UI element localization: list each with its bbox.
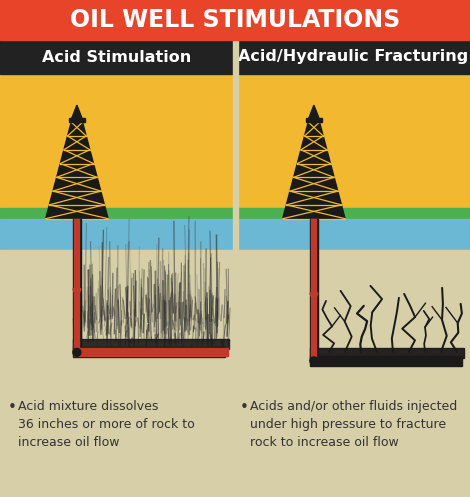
- Bar: [237, 219, 470, 250]
- Bar: [233, 40, 238, 392]
- Bar: [0, 208, 233, 219]
- Bar: [74, 348, 227, 356]
- Bar: [310, 356, 462, 366]
- Bar: [73, 339, 229, 349]
- Bar: [237, 208, 470, 219]
- Bar: [0, 0, 470, 40]
- Bar: [310, 219, 318, 361]
- Bar: [237, 250, 470, 392]
- Text: •: •: [8, 400, 17, 415]
- Text: Acids and/or other fluids injected
under high pressure to fracture
rock to incre: Acids and/or other fluids injected under…: [250, 400, 457, 449]
- Bar: [0, 40, 233, 74]
- Text: Acid Stimulation: Acid Stimulation: [42, 50, 191, 65]
- Bar: [73, 219, 81, 352]
- Bar: [74, 219, 79, 352]
- Text: Acid mixture dissolves
36 inches or more of rock to
increase oil flow: Acid mixture dissolves 36 inches or more…: [18, 400, 195, 449]
- Bar: [0, 250, 233, 392]
- Text: OIL WELL STIMULATIONS: OIL WELL STIMULATIONS: [70, 8, 400, 32]
- Bar: [0, 219, 233, 250]
- Circle shape: [73, 348, 81, 356]
- Bar: [0, 392, 470, 497]
- Text: Acid/Hydraulic Fracturing: Acid/Hydraulic Fracturing: [238, 50, 469, 65]
- Text: •: •: [240, 400, 249, 415]
- Bar: [73, 347, 225, 357]
- Bar: [306, 118, 321, 122]
- Bar: [69, 118, 85, 122]
- Bar: [312, 219, 316, 361]
- Polygon shape: [70, 105, 84, 122]
- Polygon shape: [282, 122, 345, 219]
- Bar: [0, 74, 233, 208]
- Bar: [237, 74, 470, 208]
- Bar: [310, 348, 464, 358]
- Circle shape: [310, 357, 318, 365]
- Polygon shape: [307, 105, 321, 122]
- Polygon shape: [46, 122, 108, 219]
- Bar: [237, 40, 470, 74]
